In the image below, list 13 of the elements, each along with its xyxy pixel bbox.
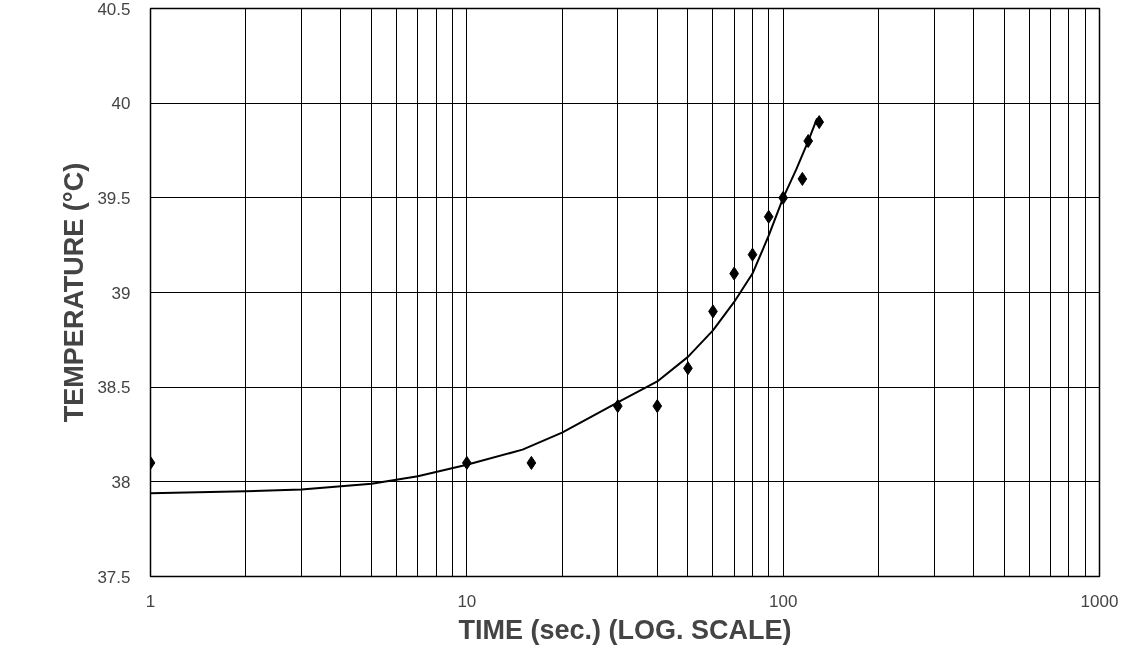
x-axis-title: TIME (sec.) (LOG. SCALE) [458,614,792,645]
x-tick-label: 10 [457,591,477,611]
y-tick-label: 38.5 [97,378,131,398]
x-tick-label: 100 [768,591,798,611]
y-tick-label: 39.5 [97,188,131,208]
y-tick-label: 39 [111,283,131,303]
y-tick-label: 37.5 [97,567,131,587]
x-tick-label: 1000 [1080,591,1119,611]
y-tick-label: 38 [111,472,131,492]
y-axis-title: TEMPERATURE (°C) [59,162,90,423]
x-tick-label: 1 [145,591,156,611]
y-tick-label: 40 [111,94,131,114]
y-tick-label: 40.5 [97,0,131,19]
